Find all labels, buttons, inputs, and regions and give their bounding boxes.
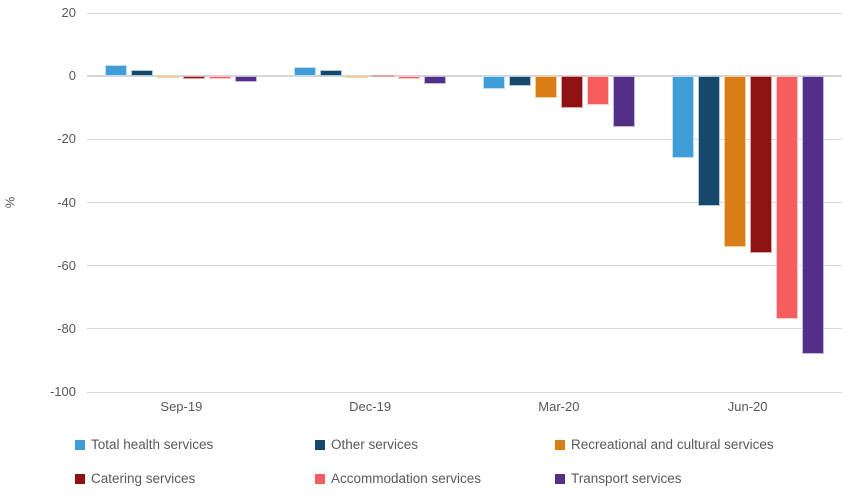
legend-swatch [75,473,85,484]
legend-swatch [75,439,85,450]
gridline [87,328,842,330]
bar-other-services-mar-20 [508,76,531,86]
gridline [87,202,842,203]
bar-total-health-services-dec-19 [294,66,317,77]
legend-label: Total health services [91,437,214,452]
legend-label: Other services [331,437,419,452]
legend-item-catering-services: Catering services [75,468,315,489]
legend-swatch [555,439,565,450]
y-axis-title: % [2,196,18,209]
legend-item-accommodation-services: Accommodation services [315,468,555,489]
y-tick-label: -100 [49,384,76,399]
zero-gridline [87,75,842,78]
bar-other-services-dec-19 [320,69,343,77]
bar-catering-services-jun-20 [749,76,772,254]
bar-accommodation-services-mar-20 [586,76,609,105]
legend-item-recreational-and-cultural-services: Recreational and cultural services [555,434,858,455]
bar-transport-services-sep-19 [235,76,258,83]
gridline [87,391,842,393]
gridline [87,138,842,140]
legend-swatch [555,473,565,484]
bar-accommodation-services-sep-19 [209,76,232,80]
legend-item-total-health-services: Total health services [75,434,315,455]
bar-catering-services-dec-19 [372,74,395,77]
gridline [87,12,842,14]
bar-total-health-services-jun-20 [671,76,694,159]
bar-other-services-sep-19 [131,69,154,77]
gridline [87,265,842,267]
x-tick-label: Sep-19 [160,399,203,414]
bar-recreational-and-cultural-services-sep-19 [157,76,180,79]
legend-item-other-services: Other services [315,434,555,455]
y-tick-label: 20 [61,5,76,20]
bar-recreational-and-cultural-services-dec-19 [346,76,369,79]
bar-recreational-and-cultural-services-jun-20 [723,76,746,247]
legend-label: Transport services [571,471,682,486]
y-tick-label: 0 [68,68,76,84]
legend-label: Recreational and cultural services [571,437,774,452]
bar-catering-services-sep-19 [183,76,206,80]
legend-label: Catering services [91,471,196,486]
x-tick-label: Jun-20 [727,399,768,414]
x-tick-label: Mar-20 [538,399,580,414]
bar-accommodation-services-jun-20 [775,76,798,320]
y-tick-label: -40 [57,194,76,210]
y-tick-label: -20 [57,131,76,147]
bar-transport-services-jun-20 [801,76,824,355]
legend-label: Accommodation services [331,471,482,486]
bar-transport-services-mar-20 [612,76,635,127]
bar-total-health-services-sep-19 [105,65,128,77]
bar-recreational-and-cultural-services-mar-20 [534,76,557,99]
y-tick-label: -60 [57,257,76,273]
bar-total-health-services-mar-20 [482,76,505,89]
bar-catering-services-mar-20 [560,76,583,108]
bar-transport-services-dec-19 [424,76,447,85]
x-tick-label: Dec-19 [349,399,392,414]
legend-swatch [315,473,325,484]
bar-accommodation-services-dec-19 [398,76,421,80]
bar-other-services-jun-20 [697,76,720,206]
legend-item-transport-services: Transport services [555,468,858,489]
legend-swatch [315,439,325,450]
y-tick-label: -80 [57,320,76,336]
legend: Total health services Other services Recre… [75,434,858,489]
